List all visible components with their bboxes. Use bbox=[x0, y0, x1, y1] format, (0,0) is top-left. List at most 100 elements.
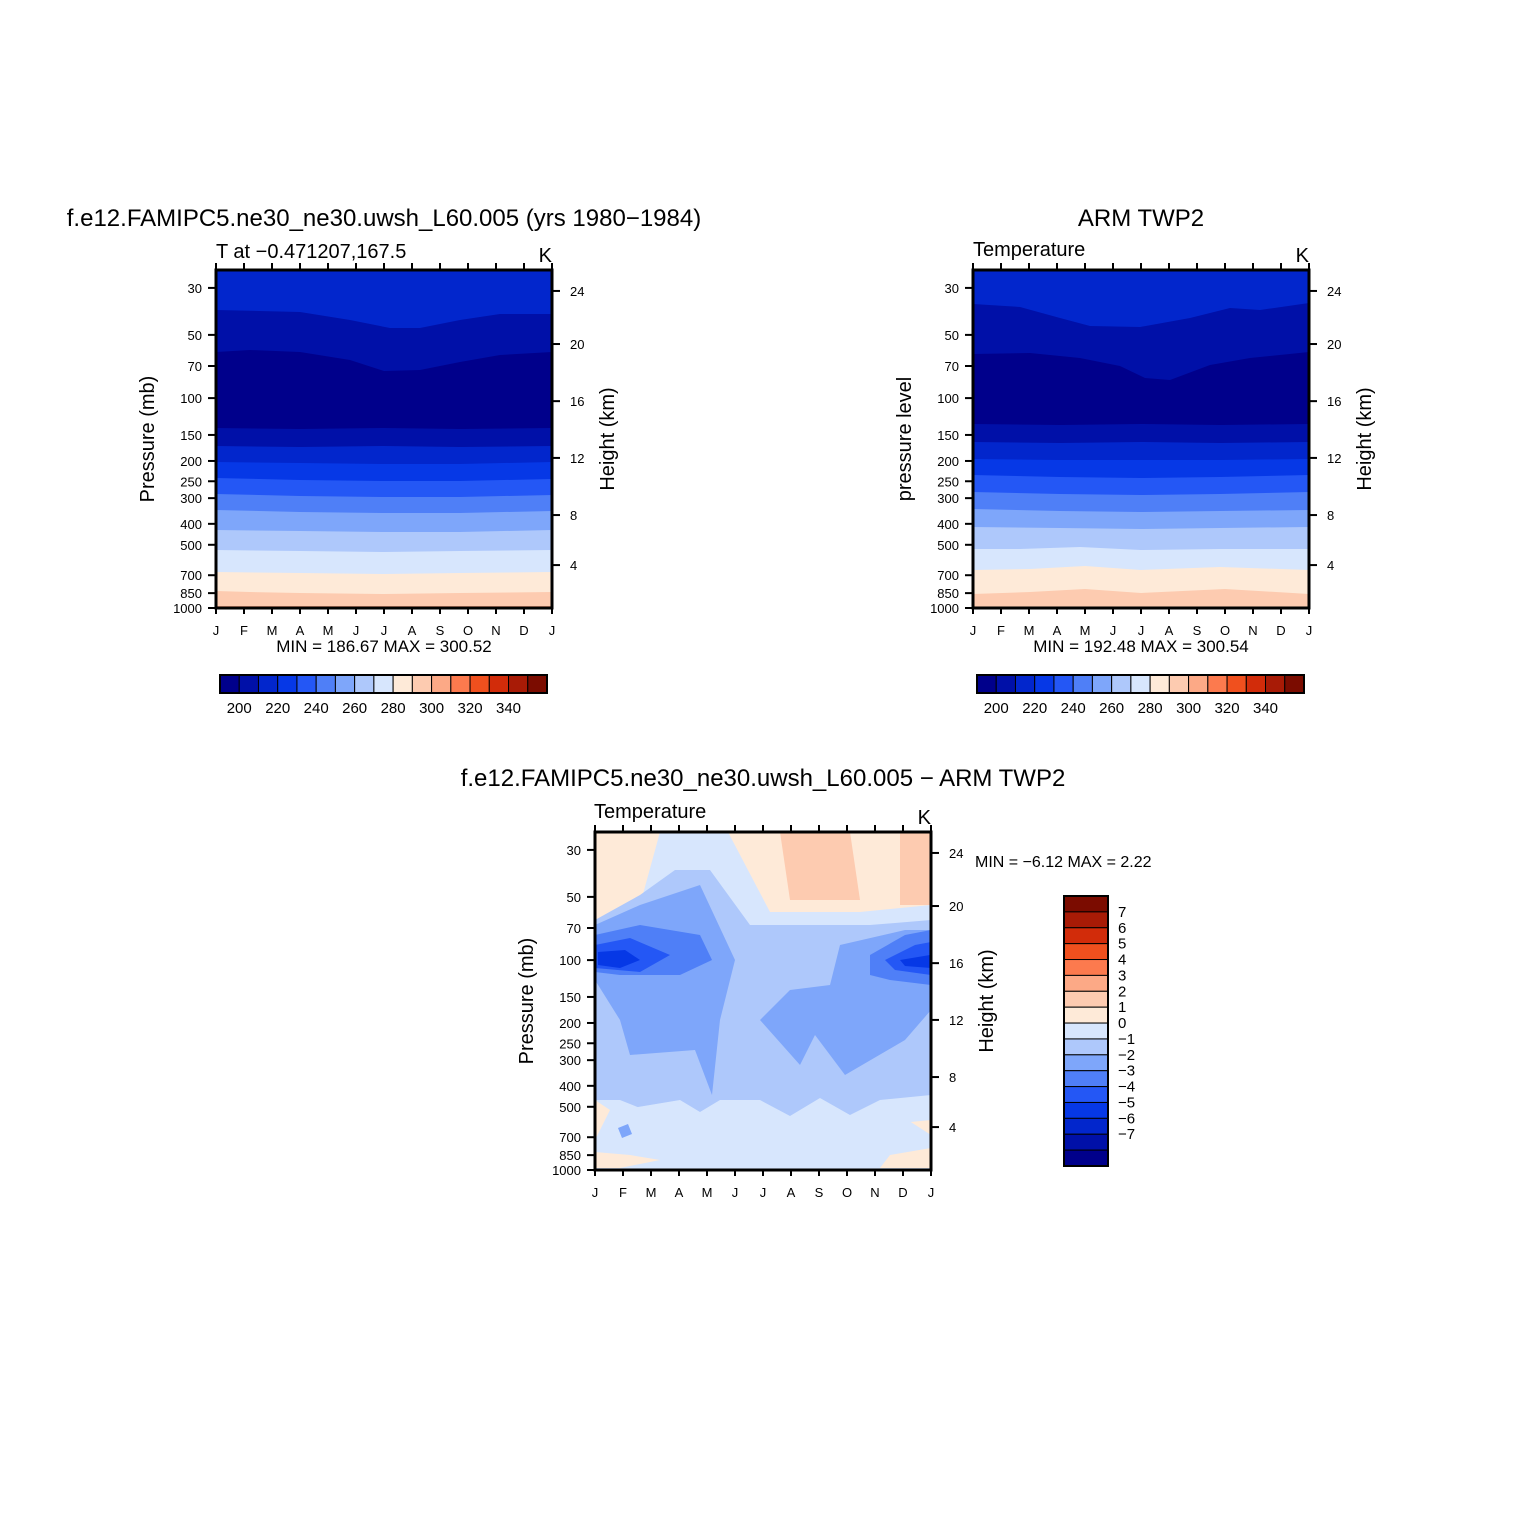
x-tick-label: M bbox=[267, 623, 278, 638]
colorbar-box bbox=[1063, 974, 1109, 992]
colorbar-label: 0 bbox=[1118, 1015, 1126, 1032]
y-tick-label: 50 bbox=[567, 890, 581, 905]
y-tick-label: 400 bbox=[559, 1079, 581, 1094]
panel-diff-subtitle: Temperature bbox=[594, 801, 706, 823]
y-tick-label: 30 bbox=[567, 843, 581, 858]
y-tick-label: 200 bbox=[937, 454, 959, 469]
region-diff-small-spot bbox=[618, 1124, 632, 1138]
colorbar-label: 1 bbox=[1118, 999, 1126, 1016]
panel-diff-title: f.e12.FAMIPC5.ne30_ne30.uwsh_L60.005 − A… bbox=[461, 765, 1066, 792]
y-tick-label: 250 bbox=[559, 1036, 581, 1051]
y-tick-label: 850 bbox=[559, 1148, 581, 1163]
colorbar-box bbox=[431, 674, 452, 694]
y-tick-label: 850 bbox=[937, 586, 959, 601]
y-tick-label: 400 bbox=[180, 517, 202, 532]
x-tick-label: S bbox=[1193, 623, 1202, 638]
colorbar-label: 6 bbox=[1118, 920, 1126, 937]
colorbar-box bbox=[1063, 943, 1109, 961]
y-tick-label: 50 bbox=[945, 328, 959, 343]
x-tick-label: S bbox=[815, 1185, 824, 1200]
x-tick-label: A bbox=[787, 1185, 796, 1200]
colorbar-label: −2 bbox=[1118, 1047, 1135, 1064]
colorbar-label: 340 bbox=[496, 700, 521, 717]
x-tick-label: O bbox=[842, 1185, 852, 1200]
y-tick-label: 500 bbox=[937, 538, 959, 553]
colorbar-box bbox=[527, 674, 548, 694]
y-tick-label: 70 bbox=[567, 921, 581, 936]
colorbar-label: 320 bbox=[1215, 700, 1240, 717]
colorbar-box bbox=[392, 674, 413, 694]
y-right-tick-label: 24 bbox=[949, 846, 963, 861]
y-tick-label: 1000 bbox=[930, 601, 959, 616]
colorbar-box bbox=[1245, 674, 1267, 694]
colorbar-label: −5 bbox=[1118, 1094, 1135, 1111]
colorbar-box bbox=[1072, 674, 1093, 694]
colorbar-box bbox=[1063, 959, 1109, 976]
x-tick-label: F bbox=[997, 623, 1005, 638]
y-right-tick-label: 4 bbox=[570, 558, 577, 573]
region-diff-surface-warm-right bbox=[880, 1148, 931, 1168]
colorbar-box bbox=[1063, 1038, 1109, 1056]
colorbar-label: −6 bbox=[1118, 1110, 1135, 1127]
y-tick-label: 1000 bbox=[552, 1163, 581, 1178]
y-right-tick-label: 12 bbox=[1327, 451, 1341, 466]
colorbar-box bbox=[354, 674, 375, 694]
colorbar-box bbox=[1091, 674, 1113, 694]
x-tick-label: M bbox=[1024, 623, 1035, 638]
x-tick-label: M bbox=[702, 1185, 713, 1200]
colorbar-label: 260 bbox=[342, 700, 367, 717]
y-right-tick-label: 4 bbox=[1327, 558, 1334, 573]
minmax-label: MIN = 192.48 MAX = 300.54 bbox=[1033, 637, 1248, 656]
colorbar-label: 320 bbox=[458, 700, 483, 717]
y-right-axis-label: Height (km) bbox=[976, 949, 998, 1052]
colorbar-box bbox=[1063, 1022, 1109, 1040]
colorbar-box bbox=[1063, 1101, 1109, 1119]
colorbar-box bbox=[1284, 674, 1305, 694]
minmax-label: MIN = 186.67 MAX = 300.52 bbox=[276, 637, 491, 656]
colorbar-label: 220 bbox=[265, 700, 290, 717]
colorbar-label: 7 bbox=[1118, 904, 1126, 921]
colorbar-label: 200 bbox=[984, 700, 1009, 717]
y-tick-label: 30 bbox=[188, 281, 202, 296]
colorbar-box bbox=[469, 674, 490, 694]
region-diff-surface-warm-left bbox=[595, 1152, 660, 1168]
colorbar-box bbox=[411, 674, 433, 694]
x-tick-label: J bbox=[549, 623, 556, 638]
colorbar-box bbox=[257, 674, 279, 694]
y-tick-label: 70 bbox=[188, 359, 202, 374]
colorbar-label: 2 bbox=[1118, 983, 1126, 1000]
panel-model-bands bbox=[216, 270, 552, 608]
colorbar-box bbox=[488, 674, 510, 694]
colorbar-box bbox=[1063, 911, 1109, 929]
x-tick-label: A bbox=[296, 623, 305, 638]
colorbar-box bbox=[219, 674, 240, 694]
panel-model-axes: J F M A M J J A S O N D J 30 50 70 100 150 200 250 300 400 500… bbox=[137, 263, 619, 656]
x-tick-label: N bbox=[870, 1185, 879, 1200]
y-right-tick-label: 12 bbox=[570, 451, 584, 466]
panel-obs-axes: J F M A M J J A S O N D J 30 50 70 100 150 200 250 300 400 500… bbox=[894, 263, 1376, 656]
x-tick-label: J bbox=[1306, 623, 1313, 638]
colorbar-box bbox=[1063, 990, 1109, 1008]
colorbar-box bbox=[1063, 1006, 1109, 1024]
y-tick-label: 850 bbox=[180, 586, 202, 601]
y-right-tick-label: 12 bbox=[949, 1013, 963, 1028]
y-tick-label: 300 bbox=[559, 1053, 581, 1068]
colorbar-label: −7 bbox=[1118, 1126, 1135, 1143]
x-tick-label: N bbox=[491, 623, 500, 638]
x-tick-label: J bbox=[213, 623, 220, 638]
x-tick-label: J bbox=[353, 623, 360, 638]
panel-model-title: f.e12.FAMIPC5.ne30_ne30.uwsh_L60.005 (yr… bbox=[67, 205, 701, 232]
region-diff-upper-warm-right bbox=[900, 832, 931, 905]
colorbar-box bbox=[373, 674, 394, 694]
panel-model-units: K bbox=[539, 245, 553, 267]
colorbar-label: 200 bbox=[227, 700, 252, 717]
panel-obs-units: K bbox=[1296, 245, 1310, 267]
region-diff-cool-6 bbox=[598, 950, 640, 968]
y-tick-label: 250 bbox=[180, 474, 202, 489]
y-tick-label: 30 bbox=[945, 281, 959, 296]
region-diff-cool-6b bbox=[900, 955, 931, 968]
panel-model: f.e12.FAMIPC5.ne30_ne30.uwsh_L60.005 (yr… bbox=[67, 205, 701, 656]
band-model-13 bbox=[216, 591, 552, 608]
x-tick-label: A bbox=[1165, 623, 1174, 638]
